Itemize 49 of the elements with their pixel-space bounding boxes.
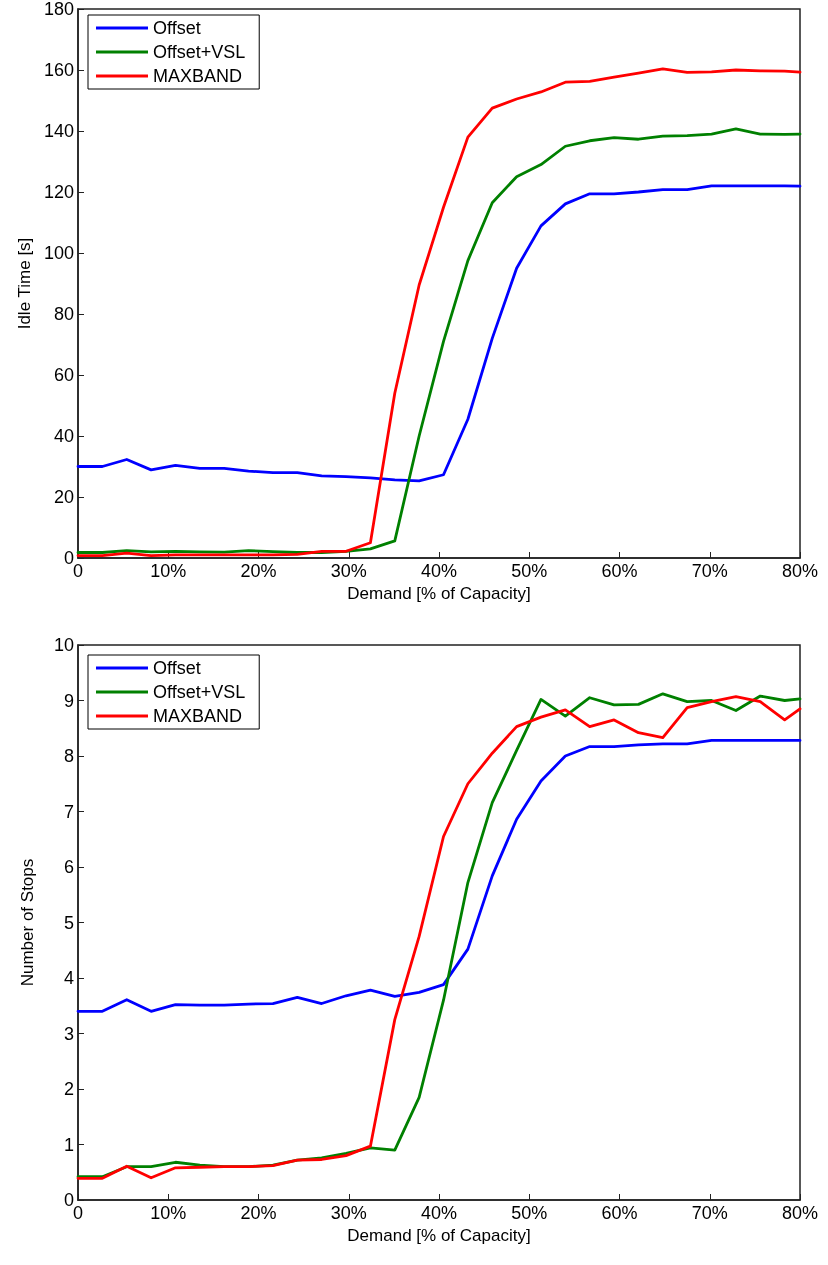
x-tick-label: 80%	[781, 1203, 819, 1223]
x-tick-label: 50%	[511, 1203, 548, 1223]
y-tick-label: 40	[53, 426, 74, 446]
x-tick-label: 10%	[150, 1203, 187, 1223]
x-tick-label: 40%	[420, 1203, 458, 1223]
y-tick-label: 6	[63, 857, 74, 877]
x-axis-title: Demand [% of Capacity]	[347, 583, 531, 603]
y-tick-label: 5	[63, 912, 74, 933]
y-tick-label: 9	[63, 690, 74, 711]
y-tick-label: 80	[53, 304, 74, 324]
line-series	[76, 184, 802, 483]
x-tick-label: 10%	[150, 561, 187, 581]
y-tick-label: 3	[63, 1023, 74, 1044]
x-tick-label: 30%	[330, 561, 367, 581]
x-tick-label: 70%	[691, 1203, 728, 1223]
x-axis-title: Demand [% of Capacity]	[347, 1225, 531, 1245]
y-tick-label: 4	[63, 968, 74, 988]
legend-label: MAXBAND	[153, 706, 243, 726]
y-tick-label: 120	[43, 182, 74, 202]
y-tick-label: 140	[43, 121, 74, 141]
x-tick-label: 70%	[691, 561, 728, 581]
legend-label: Offset	[153, 18, 201, 38]
y-axis-title: Number of Stops	[18, 858, 37, 987]
x-tick-label: 60%	[601, 561, 638, 581]
y-tick-label: 2	[63, 1079, 74, 1099]
y-tick-label: 0	[63, 1190, 74, 1210]
y-tick-label: 7	[63, 801, 74, 822]
x-tick-label: 50%	[511, 561, 548, 581]
x-tick-label: 80%	[781, 561, 819, 581]
y-tick-label: 8	[63, 746, 74, 766]
y-tick-label: 10	[53, 635, 74, 655]
y-tick-label: 100	[43, 243, 74, 263]
y-tick-label: 60	[53, 365, 74, 385]
y-tick-label: 1	[63, 1134, 74, 1155]
legend-label: Offset+VSL	[153, 42, 246, 62]
y-tick-label: 160	[43, 60, 74, 80]
y-axis-title: Idle Time [s]	[15, 237, 35, 330]
y-tick-label: 0	[63, 548, 74, 568]
legend-label: Offset	[153, 658, 201, 678]
x-tick-label: 40%	[420, 561, 458, 581]
legend-label: Offset+VSL	[153, 682, 246, 702]
y-tick-label: 180	[43, 0, 74, 19]
x-tick-label: 30%	[330, 1203, 367, 1223]
y-tick-label: 20	[53, 487, 74, 507]
x-tick-label: 60%	[601, 1203, 638, 1223]
x-tick-label: 20%	[240, 561, 277, 581]
line-series	[76, 739, 802, 1013]
legend-label: MAXBAND	[153, 66, 243, 86]
x-tick-label: 20%	[240, 1203, 277, 1223]
